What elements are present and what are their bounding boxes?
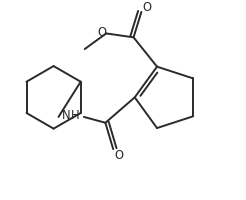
Text: O: O — [98, 26, 107, 39]
Text: O: O — [143, 1, 152, 14]
Text: H: H — [71, 109, 79, 122]
Text: N: N — [62, 109, 71, 122]
Text: O: O — [115, 149, 123, 162]
